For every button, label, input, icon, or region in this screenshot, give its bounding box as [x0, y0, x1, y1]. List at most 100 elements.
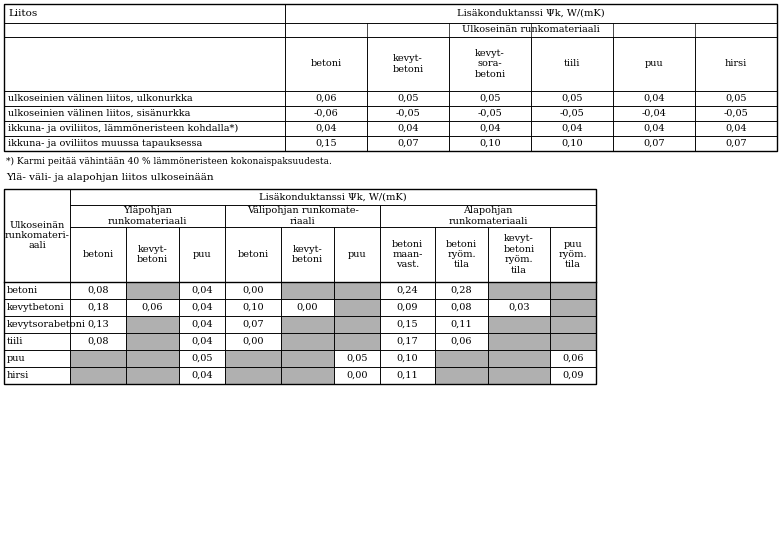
Text: puu: puu [7, 354, 26, 363]
Bar [367, 91, 449, 106]
Text: 0,00: 0,00 [347, 371, 368, 380]
Bar [435, 333, 488, 350]
Text: 0,03: 0,03 [508, 303, 530, 312]
Text: betoni: betoni [238, 250, 269, 259]
Text: 0,04: 0,04 [315, 124, 337, 133]
Bar [488, 333, 550, 350]
Bar [531, 91, 613, 106]
Bar [225, 227, 281, 282]
Text: betoni
ryöm.
tila: betoni ryöm. tila [446, 240, 477, 269]
Bar [613, 106, 695, 121]
Bar [126, 333, 179, 350]
Bar [225, 299, 281, 316]
Bar [225, 367, 281, 384]
Bar [449, 136, 531, 151]
Text: 0,10: 0,10 [561, 139, 583, 148]
Bar [126, 316, 179, 333]
Bar [334, 350, 380, 367]
Text: ikkuna- ja oviliitos, lämmöneristeen kohdalla*): ikkuna- ja oviliitos, lämmöneristeen koh… [8, 124, 238, 133]
Text: kevyt-
betoni: kevyt- betoni [393, 54, 423, 74]
Text: -0,04: -0,04 [641, 109, 666, 118]
Bar [4, 4, 285, 23]
Bar [4, 23, 285, 37]
Bar [4, 189, 70, 282]
Bar [550, 227, 596, 282]
Bar [488, 367, 550, 384]
Bar [488, 350, 550, 367]
Text: 0,11: 0,11 [397, 371, 419, 380]
Text: 0,15: 0,15 [397, 320, 419, 329]
Bar [695, 136, 777, 151]
Text: 0,11: 0,11 [451, 320, 473, 329]
Bar [449, 37, 531, 91]
Bar [285, 121, 367, 136]
Bar [225, 333, 281, 350]
Bar [70, 316, 126, 333]
Text: kevyt-
betoni
ryöm.
tila: kevyt- betoni ryöm. tila [503, 234, 535, 275]
Bar [70, 227, 126, 282]
Text: 0,10: 0,10 [479, 139, 501, 148]
Text: 0,24: 0,24 [397, 286, 419, 295]
Text: 0,09: 0,09 [562, 371, 584, 380]
Bar [281, 282, 334, 299]
Bar [550, 299, 596, 316]
Bar [70, 350, 126, 367]
Bar [179, 282, 225, 299]
Bar [4, 299, 70, 316]
Bar [70, 282, 126, 299]
Bar [126, 227, 179, 282]
Bar [281, 367, 334, 384]
Bar [179, 367, 225, 384]
Text: 0,15: 0,15 [315, 139, 337, 148]
Text: tiili: tiili [564, 59, 580, 69]
Bar [435, 282, 488, 299]
Bar [281, 350, 334, 367]
Bar [4, 136, 285, 151]
Text: 0,08: 0,08 [87, 337, 109, 346]
Bar [225, 205, 380, 227]
Text: tiili: tiili [7, 337, 24, 346]
Bar [435, 227, 488, 282]
Bar [695, 106, 777, 121]
Text: 0,06: 0,06 [562, 354, 584, 363]
Bar [126, 367, 179, 384]
Bar [550, 282, 596, 299]
Text: 0,00: 0,00 [242, 286, 263, 295]
Bar [334, 227, 380, 282]
Bar [285, 23, 777, 37]
Text: ulkoseinien välinen liitos, sisänurkka: ulkoseinien välinen liitos, sisänurkka [8, 109, 191, 118]
Bar [449, 121, 531, 136]
Text: kevyt-
betoni: kevyt- betoni [292, 245, 323, 264]
Text: Ulkoseinän runkomateriaali: Ulkoseinän runkomateriaali [462, 26, 600, 34]
Bar [285, 136, 367, 151]
Bar [4, 316, 70, 333]
Bar [531, 37, 613, 91]
Bar [281, 227, 334, 282]
Text: 0,04: 0,04 [397, 124, 419, 133]
Text: 0,09: 0,09 [397, 303, 418, 312]
Bar [449, 91, 531, 106]
Text: Ulkoseinän
runkomateri-
aali: Ulkoseinän runkomateri- aali [5, 221, 70, 250]
Bar [695, 37, 777, 91]
Bar [695, 121, 777, 136]
Bar [550, 333, 596, 350]
Bar [531, 106, 613, 121]
Text: Välipohjan runkomate-
riaali: Välipohjan runkomate- riaali [247, 207, 358, 226]
Text: 0,06: 0,06 [142, 303, 163, 312]
Text: 0,04: 0,04 [725, 124, 747, 133]
Text: betoni
maan-
vast.: betoni maan- vast. [392, 240, 423, 269]
Bar [613, 37, 695, 91]
Text: 0,04: 0,04 [643, 124, 665, 133]
Bar [179, 299, 225, 316]
Bar [488, 299, 550, 316]
Text: 0,04: 0,04 [191, 303, 212, 312]
Bar [334, 282, 380, 299]
Bar [334, 299, 380, 316]
Text: 0,07: 0,07 [725, 139, 747, 148]
Bar [380, 205, 596, 227]
Text: *) Karmi peitää vähintään 40 % lämmöneristeen kokonaispaksuudesta.: *) Karmi peitää vähintään 40 % lämmöneri… [6, 156, 332, 166]
Bar [449, 106, 531, 121]
Bar [281, 299, 334, 316]
Bar [70, 299, 126, 316]
Text: betoni: betoni [7, 286, 38, 295]
